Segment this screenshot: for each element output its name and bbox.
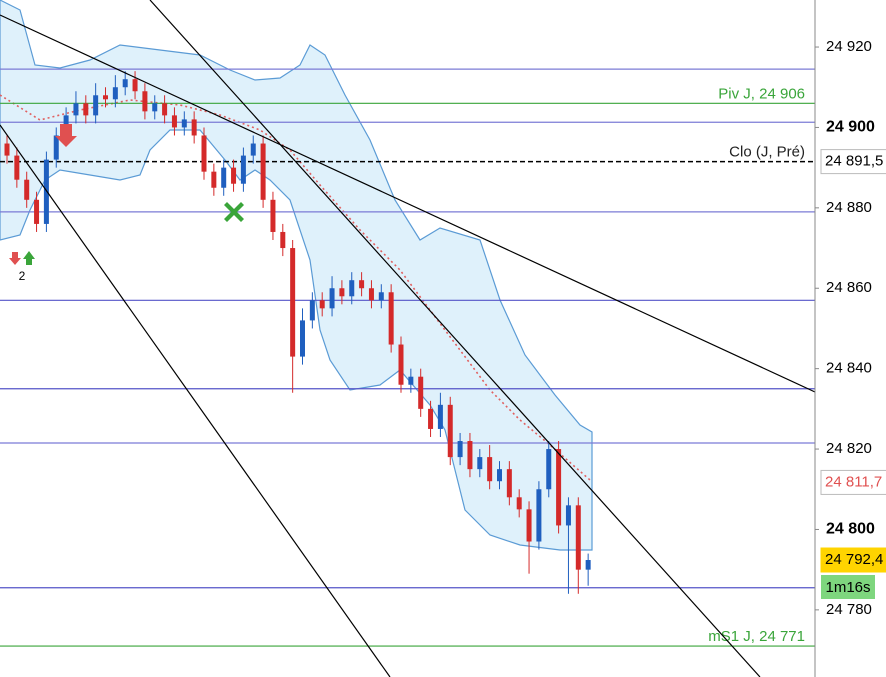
candle-body bbox=[231, 167, 237, 184]
candle-body bbox=[112, 87, 118, 100]
candle-body bbox=[428, 408, 434, 429]
timer: 1m16s bbox=[825, 579, 870, 596]
candle-body bbox=[546, 449, 552, 490]
y-tick-label: 24 780 bbox=[826, 601, 872, 618]
candle-body bbox=[152, 103, 158, 112]
y-tick-label: 24 920 bbox=[826, 38, 872, 55]
bollinger-band bbox=[0, 0, 593, 551]
y-tick-label: 24 820 bbox=[826, 440, 872, 457]
candle-body bbox=[437, 404, 443, 429]
candle-body bbox=[418, 376, 424, 409]
candle-body bbox=[388, 292, 394, 345]
candle-body bbox=[457, 441, 463, 458]
price-tag-label: 24 891,5 bbox=[825, 153, 883, 170]
candle-body bbox=[221, 167, 227, 188]
candle-body bbox=[487, 457, 493, 482]
candle-body bbox=[309, 300, 315, 321]
candle-body bbox=[93, 95, 99, 116]
candle-body bbox=[132, 79, 138, 92]
candle-body bbox=[171, 115, 177, 128]
y-tick-label: 24 800 bbox=[826, 521, 875, 538]
level-label: Clo (J, Pré) bbox=[729, 144, 805, 161]
candle-body bbox=[211, 171, 217, 188]
candle-body bbox=[34, 199, 40, 224]
cross-signal bbox=[224, 202, 244, 222]
candle-body bbox=[250, 143, 256, 156]
candle-body bbox=[536, 489, 542, 542]
candle-body bbox=[516, 497, 522, 510]
level-label: Piv J, 24 906 bbox=[718, 85, 805, 102]
trend-line bbox=[149, 0, 761, 677]
candle-body bbox=[497, 469, 502, 482]
candle-body bbox=[447, 404, 453, 458]
candle-body bbox=[290, 248, 296, 357]
price-tag bbox=[820, 469, 886, 495]
y-tick-label: 24 900 bbox=[826, 119, 875, 136]
candle-body bbox=[83, 103, 89, 116]
candle-body bbox=[201, 135, 207, 172]
price-tag bbox=[820, 547, 886, 573]
sell-signal bbox=[55, 124, 77, 147]
candle-body bbox=[378, 292, 384, 301]
signal-count: 2 bbox=[19, 269, 26, 283]
candle-body bbox=[181, 119, 187, 128]
candle-body bbox=[142, 91, 148, 112]
sell-signal bbox=[9, 252, 21, 265]
candle-body bbox=[103, 95, 108, 100]
price-tag-label: 24 792,4 bbox=[825, 551, 883, 568]
price-tag-label: 24 811,7 bbox=[825, 473, 882, 490]
candle-body bbox=[4, 143, 10, 156]
candle-body bbox=[14, 155, 20, 180]
candle-body bbox=[319, 300, 325, 309]
candle-body bbox=[585, 560, 591, 570]
moving-average bbox=[0, 94, 591, 481]
candle-body bbox=[565, 505, 571, 526]
candle-body bbox=[368, 288, 374, 301]
trend-line bbox=[0, 124, 391, 677]
candle-body bbox=[191, 119, 197, 136]
candle-body bbox=[526, 509, 532, 542]
candle-body bbox=[359, 280, 365, 289]
candle-body bbox=[477, 457, 483, 470]
candle-body bbox=[270, 199, 276, 232]
candle-body bbox=[162, 103, 168, 116]
candle-body bbox=[280, 231, 286, 249]
candle-body bbox=[339, 288, 345, 297]
candle-body bbox=[43, 159, 49, 224]
candle-body bbox=[240, 155, 246, 184]
candle-body bbox=[506, 469, 512, 498]
candle-body bbox=[575, 505, 581, 570]
level-label: mS1 J, 24 771 bbox=[708, 628, 805, 645]
candle-body bbox=[53, 135, 59, 160]
y-tick-label: 24 860 bbox=[826, 279, 872, 296]
price-tag bbox=[820, 149, 886, 175]
candle-body bbox=[73, 103, 79, 116]
timer-box bbox=[821, 575, 875, 599]
candle-body bbox=[398, 344, 404, 385]
candle-body bbox=[24, 179, 30, 200]
candle-body bbox=[408, 376, 414, 385]
buy-signal bbox=[23, 251, 35, 265]
trend-line bbox=[0, 14, 816, 393]
candle-body bbox=[122, 79, 128, 88]
candle-body bbox=[556, 449, 562, 526]
candle-body bbox=[300, 320, 305, 357]
y-tick-label: 24 880 bbox=[826, 199, 872, 216]
candle-body bbox=[329, 288, 335, 309]
candle-body bbox=[260, 143, 266, 200]
candle-body bbox=[349, 280, 355, 297]
candle-body bbox=[467, 441, 473, 470]
y-tick-label: 24 840 bbox=[826, 360, 872, 377]
